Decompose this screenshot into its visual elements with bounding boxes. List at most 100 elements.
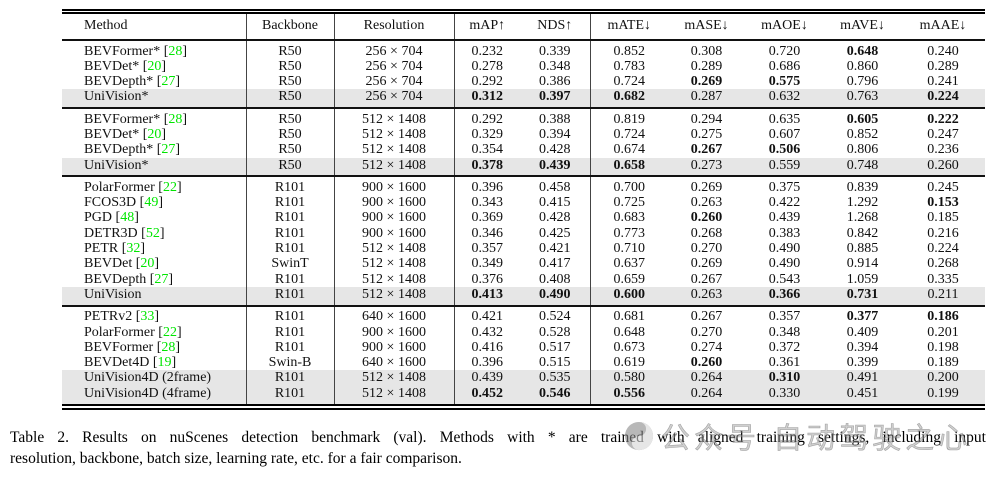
metric-cell: 0.310 [745, 370, 824, 386]
metric-cell: 0.413 [453, 286, 520, 306]
header-row: Method Backbone Resolution mAP↑ NDS↑ mAT… [62, 11, 985, 40]
metric-cell: 0.396 [453, 355, 520, 371]
method-cell: BEVDepth* [27] [62, 74, 246, 89]
backbone-cell: R101 [245, 339, 334, 356]
backbone-cell: Swin-B [245, 355, 334, 371]
metric-cell: 0.683 [589, 210, 668, 226]
metric-cell: 0.201 [927, 324, 959, 340]
citation-link[interactable]: 28 [168, 43, 183, 59]
citation-bracket: ] [134, 210, 139, 226]
citation-link[interactable]: 20 [140, 256, 155, 272]
metric-cell: 0.575 [768, 74, 801, 90]
resolution-cell: 640 × 1600 [333, 355, 454, 371]
metric-cell: 0.357 [768, 309, 801, 325]
metric-cell: 0.842 [846, 225, 879, 241]
method-name: BEVDet [84, 256, 133, 272]
metric-cell: 0.748 [824, 157, 901, 177]
table-row: BEVDepth* [27] R50 256 × 704 0.292 0.386 0.72… [62, 74, 985, 90]
metric-cell: 0.773 [589, 225, 668, 242]
table-row: BEVDet4D [19] Swin-B 640 × 1600 0.396 0.515 0… [62, 355, 985, 371]
citation-bracket: [ [112, 210, 121, 226]
citation-link[interactable]: 22 [162, 324, 177, 340]
backbone-cell: R50 [245, 142, 334, 158]
metric-cell: 0.559 [745, 157, 824, 177]
citation-link[interactable]: 22 [162, 179, 177, 195]
results-table: Method Backbone Resolution mAP↑ NDS↑ mAT… [62, 9, 985, 410]
metric-cell: 0.378 [453, 157, 520, 177]
metric-cell: 0.369 [453, 210, 520, 226]
citation-bracket: [ [154, 324, 163, 340]
metric-cell: 0.515 [539, 355, 571, 371]
metric-cell: 0.490 [520, 286, 590, 306]
table-row: UniVision4D (4frame) R101 512 × 1408 0.452 0… [62, 385, 985, 407]
col-header-nds: NDS↑ [537, 18, 573, 33]
resolution-cell: 512 × 1408 [333, 108, 454, 127]
table-row: BEVDet* [20] R50 256 × 704 0.278 0.348 0.783 0… [62, 58, 985, 75]
metric-cell: 0.357 [453, 241, 520, 257]
metric-cell: 0.260 [690, 210, 723, 226]
metric-cell: 0.491 [824, 370, 901, 386]
method-name: PolarFormer [84, 324, 155, 340]
citation-bracket: [ [136, 195, 145, 211]
col-header-mase: mASE↓ [684, 18, 729, 33]
table-row: DETR3D [52] R101 900 × 1600 0.346 0.425 0.773… [62, 225, 985, 242]
citation-link[interactable]: 28 [168, 111, 183, 127]
citation-link[interactable]: 48 [120, 210, 135, 226]
method-name: DETR3D [84, 225, 138, 241]
metric-cell: 0.658 [589, 157, 668, 177]
col-header-backbone: Backbone [245, 11, 334, 40]
method-cell: PETRv2 [33] [62, 306, 246, 325]
citation-link[interactable]: 28 [161, 339, 176, 355]
resolution-cell: 512 × 1408 [333, 271, 454, 287]
backbone-cell: R101 [245, 271, 334, 287]
citation-link[interactable]: 20 [147, 58, 162, 74]
metric-cell: 0.397 [520, 89, 590, 109]
citation-link[interactable]: 27 [161, 74, 176, 90]
resolution-cell: 900 × 1600 [333, 195, 454, 211]
metric-cell: 0.361 [768, 355, 801, 371]
metric-cell: 0.339 [539, 43, 571, 59]
method-cell: PolarFormer [22] [62, 325, 246, 340]
citation-link[interactable]: 27 [161, 142, 176, 158]
citation-link[interactable]: 33 [140, 309, 155, 325]
citation-bracket: [ [139, 58, 148, 74]
col-header-mate: mATE↓ [589, 11, 668, 40]
metric-cell: 0.635 [768, 111, 801, 127]
citation-link[interactable]: 32 [126, 241, 141, 257]
metric-cell: 0.619 [589, 355, 668, 371]
metric-cell: 0.439 [520, 157, 590, 177]
metric-cell: 0.278 [453, 58, 520, 75]
backbone-cell: R101 [245, 385, 334, 407]
metric-cell: 0.260 [901, 157, 985, 177]
resolution-cell: 512 × 1408 [333, 370, 454, 386]
table-group-1: BEVFormer* [28] R50 256 × 704 0.232 0.339 0.8… [62, 40, 985, 109]
backbone-cell: R50 [245, 40, 334, 59]
metric-cell: 0.198 [927, 339, 959, 355]
metric-cell: 0.724 [589, 126, 668, 143]
table-group-3: PolarFormer [22] R101 900 × 1600 0.396 0.458… [62, 176, 985, 306]
citation-link[interactable]: 27 [154, 271, 169, 287]
resolution-cell: 512 × 1408 [333, 241, 454, 257]
metric-cell: 0.308 [690, 43, 723, 59]
method-cell: DETR3D [52] [62, 226, 246, 241]
citation-bracket: [ [153, 142, 162, 158]
metric-cell: 0.458 [539, 179, 571, 195]
citation-bracket: ] [171, 355, 177, 371]
backbone-cell: R101 [245, 225, 334, 242]
citation-link[interactable]: 20 [147, 126, 162, 142]
metric-cell: 0.270 [690, 241, 723, 257]
metric-cell: 0.428 [539, 142, 571, 158]
table-row: BEVDet [20] SwinT 512 × 1408 0.349 0.417 0.63… [62, 256, 985, 272]
resolution-cell: 256 × 704 [333, 89, 454, 109]
citation-link[interactable]: 49 [144, 195, 159, 211]
metric-cell: 0.409 [846, 324, 879, 340]
citation-link[interactable]: 52 [145, 225, 160, 241]
resolution-cell: 256 × 704 [333, 40, 454, 59]
method-name: PETRv2 [84, 309, 133, 325]
method-name: BEVFormer* [84, 111, 161, 127]
citation-link[interactable]: 19 [157, 355, 172, 371]
caption-line-1: Table 2. Results on nuScenes detection b… [10, 429, 986, 446]
method-cell: PolarFormer [22] [62, 176, 246, 195]
col-header-mave: mAVE↓ [840, 18, 885, 33]
